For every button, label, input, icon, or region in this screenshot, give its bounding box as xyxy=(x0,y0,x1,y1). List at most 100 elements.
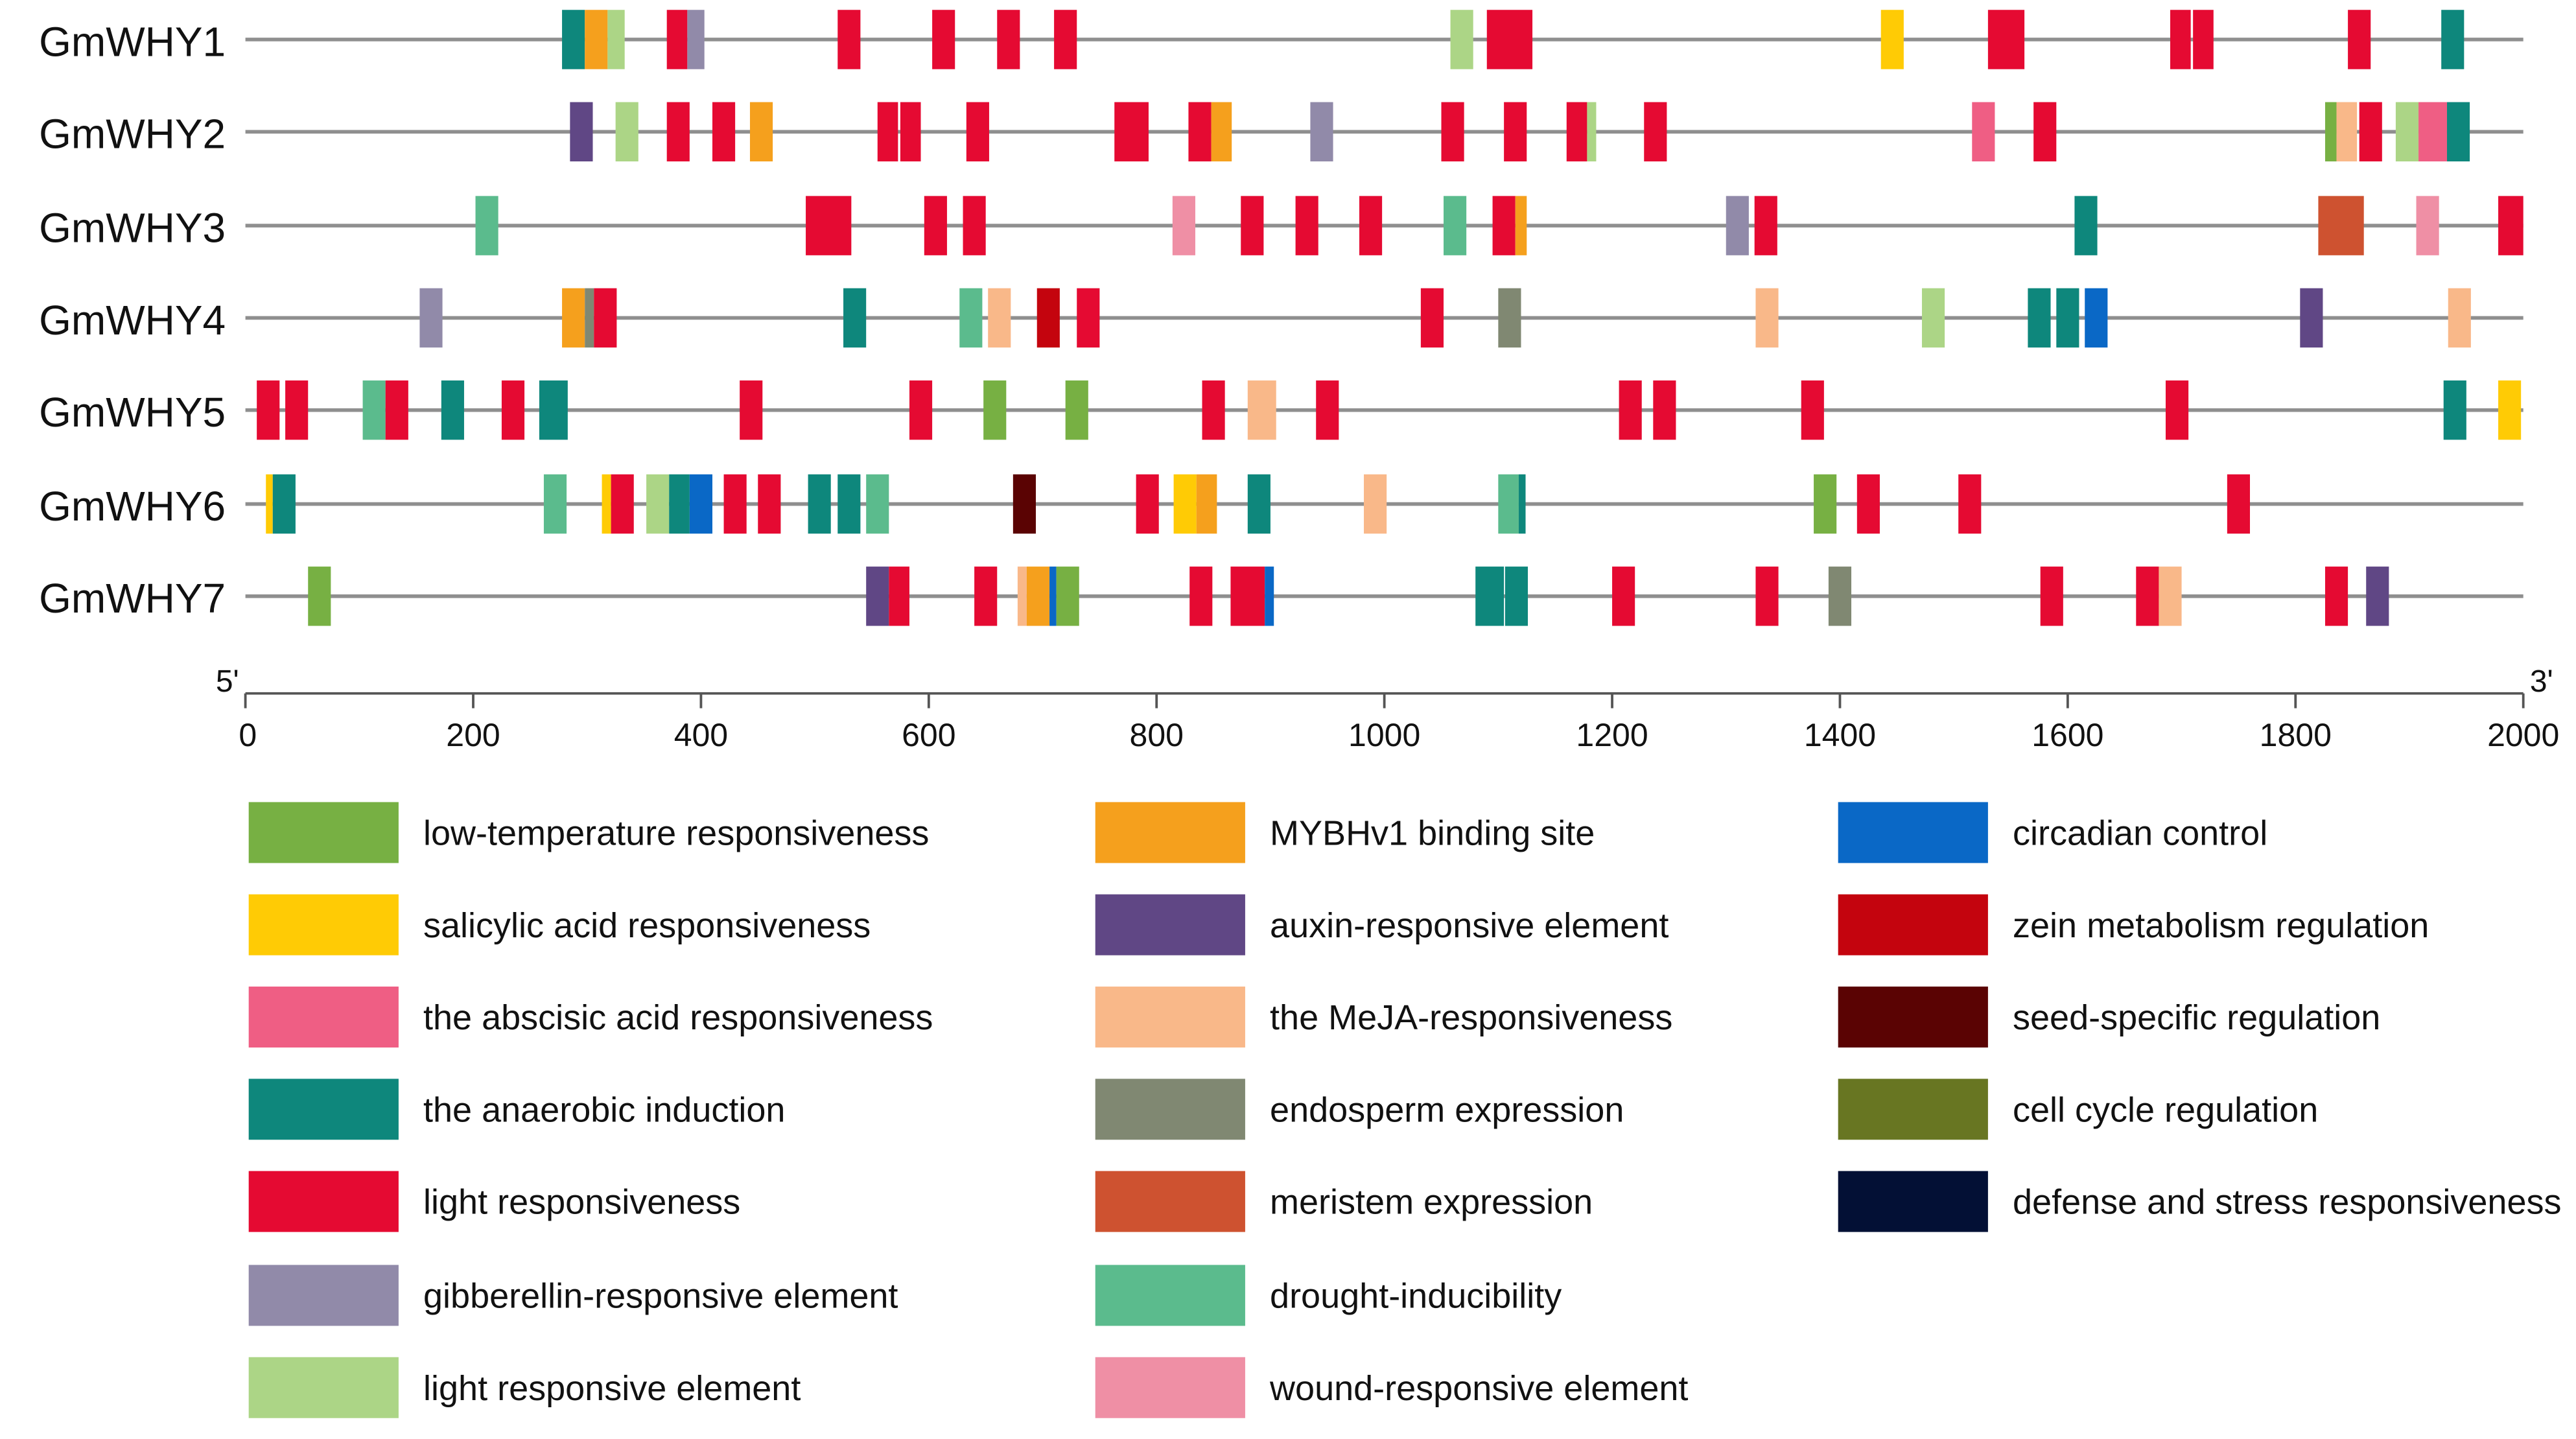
cis-element-light xyxy=(1486,10,1533,69)
cis-element-light xyxy=(1077,288,1100,348)
cis-element-anaerobic xyxy=(1505,567,1528,626)
cis-element-light xyxy=(2170,10,2191,69)
cis-element-light xyxy=(666,10,688,69)
legend-label: circadian control xyxy=(2013,813,2267,852)
cis-element-light xyxy=(2498,196,2523,255)
cis-element-gibberellin xyxy=(1726,196,1749,255)
gene-row: GmWHY4 xyxy=(39,288,2523,348)
cis-element-meja xyxy=(1017,567,1027,626)
legend-item-cell-cycle: cell cycle regulation xyxy=(1838,1079,2318,1140)
gene-label: GmWHY4 xyxy=(39,297,226,344)
cis-element-light xyxy=(1801,380,1824,440)
five-prime-label: 5' xyxy=(216,664,239,699)
cis-element-light-elem xyxy=(1587,102,1597,162)
legend-swatch xyxy=(1095,1357,1245,1418)
cis-element-light xyxy=(1644,102,1667,162)
cis-element-light-elem xyxy=(607,10,625,69)
cis-element-anaerobic xyxy=(808,474,831,534)
cis-element-light xyxy=(963,196,986,255)
cis-element-light xyxy=(1755,567,1779,626)
legend-swatch xyxy=(1095,1171,1245,1232)
cis-element-anaerobic xyxy=(669,474,690,534)
legend-item-light-elem: light responsive element xyxy=(248,1357,801,1418)
cis-element-light xyxy=(2227,474,2250,534)
axis-tick-label: 1200 xyxy=(1576,717,1648,753)
legend-label: endosperm expression xyxy=(1270,1090,1624,1129)
cis-element-auxin xyxy=(2300,288,2323,348)
cis-element-anaerobic xyxy=(562,10,585,69)
cis-element-light xyxy=(924,196,947,255)
gene-tracks: GmWHY1 GmWHY2 GmWHY3 GmWHY4 GmWHY5 GmWHY6 GmWH… xyxy=(39,10,2523,626)
cis-element-light xyxy=(1958,474,1982,534)
legend-swatch xyxy=(248,1171,399,1232)
cis-element-endosperm xyxy=(1828,567,1852,626)
cis-element-light xyxy=(1189,567,1213,626)
cis-element-wound xyxy=(2416,196,2439,255)
cis-element-drought xyxy=(543,474,567,534)
cis-element-anaerobic xyxy=(1475,567,1505,626)
cis-element-drought xyxy=(1498,474,1519,534)
cis-element-mybhv1 xyxy=(562,288,585,348)
axis-tick-label: 400 xyxy=(674,717,728,753)
legend: low-temperature responsiveness salicylic … xyxy=(248,802,2562,1418)
legend-label: zein metabolism regulation xyxy=(2013,906,2429,945)
gene-label: GmWHY5 xyxy=(39,389,226,436)
gene-row: GmWHY5 xyxy=(39,380,2523,440)
cis-element-light xyxy=(966,102,989,162)
cis-element-drought xyxy=(362,380,386,440)
legend-label: light responsiveness xyxy=(423,1183,740,1222)
cis-element-light xyxy=(1492,196,1516,255)
legend-swatch xyxy=(248,987,399,1048)
axis-tick-label: 1000 xyxy=(1348,717,1420,753)
cis-element-light xyxy=(1188,102,1212,162)
cis-element-salicylic xyxy=(1880,10,1904,69)
cis-element-light xyxy=(285,380,309,440)
legend-label: the anaerobic induction xyxy=(423,1090,785,1129)
legend-label: meristem expression xyxy=(1270,1183,1593,1222)
cis-element-light xyxy=(712,102,736,162)
legend-item-aba: the abscisic acid responsiveness xyxy=(248,987,933,1048)
axis-tick-label: 200 xyxy=(446,717,500,753)
cis-element-endosperm xyxy=(585,288,594,348)
legend-label: the abscisic acid responsiveness xyxy=(423,998,933,1037)
cis-element-light xyxy=(1566,102,1587,162)
cis-element-light xyxy=(1054,10,1077,69)
cis-element-auxin xyxy=(570,102,593,162)
cis-element-light xyxy=(2193,10,2214,69)
cis-element-light xyxy=(257,380,280,440)
cis-element-light xyxy=(594,288,617,348)
cis-element-anaerobic xyxy=(539,380,568,440)
cis-element-anaerobic xyxy=(2056,288,2079,348)
cis-element-light xyxy=(1295,196,1318,255)
cis-element-meja xyxy=(988,288,1011,348)
legend-swatch xyxy=(248,894,399,955)
legend-swatch xyxy=(1095,894,1245,955)
cis-element-light xyxy=(1612,567,1635,626)
cis-element-light xyxy=(2359,102,2382,162)
legend-swatch xyxy=(248,1265,399,1326)
cis-element-gibberellin xyxy=(1310,102,1333,162)
legend-swatch xyxy=(1095,1265,1245,1326)
cis-element-light xyxy=(2136,567,2159,626)
cis-element-light xyxy=(385,380,408,440)
cis-element-light xyxy=(1441,102,1464,162)
legend-label: drought-inducibility xyxy=(1270,1276,1562,1315)
legend-item-wound: wound-responsive element xyxy=(1095,1357,1688,1418)
legend-swatch xyxy=(248,1357,399,1418)
legend-item-endosperm: endosperm expression xyxy=(1095,1079,1624,1140)
cis-element-light xyxy=(1316,380,1339,440)
cis-element-mybhv1 xyxy=(749,102,773,162)
cis-element-light xyxy=(758,474,781,534)
cis-element-low-temp xyxy=(1814,474,1837,534)
cis-element-anaerobic xyxy=(1518,474,1526,534)
legend-label: the MeJA-responsiveness xyxy=(1270,998,1672,1037)
cis-element-light-elem xyxy=(615,102,638,162)
cis-element-light xyxy=(1653,380,1676,440)
cis-element-mybhv1 xyxy=(1211,102,1232,162)
legend-label: auxin-responsive element xyxy=(1270,906,1669,945)
axis-tick-label: 1400 xyxy=(1804,717,1876,753)
cis-element-circadian xyxy=(2085,288,2108,348)
cis-element-circadian xyxy=(1049,567,1057,626)
legend-swatch xyxy=(1095,802,1245,863)
cis-element-meristem xyxy=(2318,196,2364,255)
